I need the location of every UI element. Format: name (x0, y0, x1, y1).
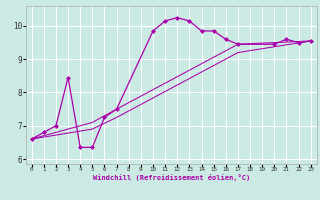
X-axis label: Windchill (Refroidissement éolien,°C): Windchill (Refroidissement éolien,°C) (92, 174, 250, 181)
